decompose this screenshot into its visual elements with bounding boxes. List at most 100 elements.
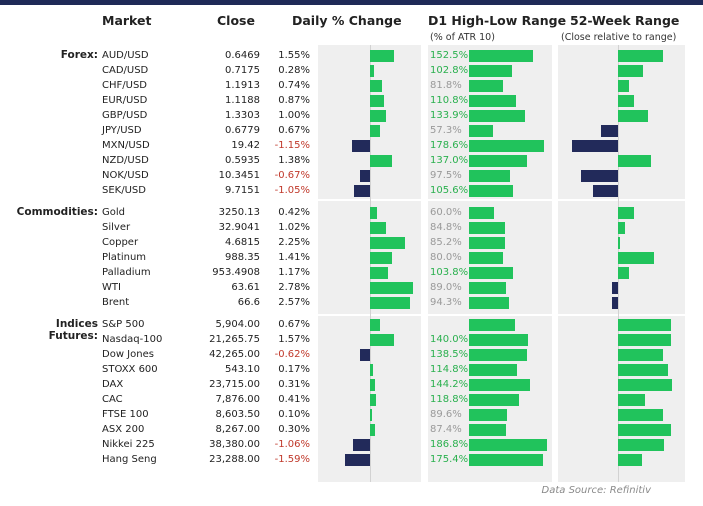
week52-bar bbox=[593, 184, 618, 197]
d1-range-value: 140.0% bbox=[430, 334, 469, 345]
instrument-name: S&P 500 bbox=[102, 319, 145, 330]
d1-range-value: 105.6% bbox=[430, 185, 469, 196]
table-row: DAX 23,715.00 0.31% 144.2% bbox=[0, 377, 703, 392]
d1-range-value: 80.0% bbox=[430, 252, 462, 263]
header-close: Close bbox=[217, 13, 255, 28]
close-value: 7,876.00 bbox=[215, 394, 260, 405]
d1-range-value: 89.0% bbox=[430, 282, 462, 293]
instrument-name: Copper bbox=[102, 237, 139, 248]
table-row: CAC 7,876.00 0.41% 118.8% bbox=[0, 392, 703, 407]
d1-range-bar bbox=[469, 408, 507, 421]
d1-range-bar bbox=[469, 206, 495, 219]
week52-bar bbox=[618, 94, 635, 107]
d1-range-bar bbox=[469, 348, 528, 361]
week52-bar bbox=[618, 236, 620, 249]
header-d1-range: D1 High-Low Range bbox=[428, 13, 567, 28]
daily-change-bar bbox=[370, 333, 395, 346]
week52-bar bbox=[618, 408, 663, 421]
daily-change-value: -1.06% bbox=[274, 439, 310, 450]
daily-change-bar bbox=[352, 139, 370, 152]
week52-bar bbox=[618, 393, 645, 406]
table-row: Platinum 988.35 1.41% 80.0% bbox=[0, 250, 703, 265]
close-value: 9.7151 bbox=[225, 185, 260, 196]
zero-line-52week bbox=[618, 45, 619, 482]
week52-bar bbox=[571, 139, 618, 152]
d1-range-value: 60.0% bbox=[430, 207, 462, 218]
daily-change-bar bbox=[370, 64, 375, 77]
d1-range-bar bbox=[469, 64, 513, 77]
d1-range-value: 137.0% bbox=[430, 155, 469, 166]
daily-change-bar bbox=[370, 236, 406, 249]
instrument-name: GBP/USD bbox=[102, 110, 148, 121]
d1-range-bar bbox=[469, 251, 503, 264]
week52-bar bbox=[618, 423, 672, 436]
table-row: FTSE 100 8,603.50 0.10% 89.6% bbox=[0, 407, 703, 422]
d1-range-bar bbox=[469, 236, 505, 249]
section-label: Forex: bbox=[60, 49, 98, 61]
daily-change-value: 0.30% bbox=[278, 424, 310, 435]
daily-change-value: 0.10% bbox=[278, 409, 310, 420]
daily-change-value: 0.42% bbox=[278, 207, 310, 218]
instrument-name: SEK/USD bbox=[102, 185, 146, 196]
daily-change-bar bbox=[370, 318, 381, 331]
instrument-name: Palladium bbox=[102, 267, 151, 278]
daily-change-value: 0.41% bbox=[278, 394, 310, 405]
instrument-name: WTI bbox=[102, 282, 121, 293]
daily-change-bar bbox=[370, 94, 384, 107]
instrument-name: NZD/USD bbox=[102, 155, 149, 166]
close-value: 10.3451 bbox=[218, 170, 260, 181]
d1-range-value: 152.5% bbox=[430, 50, 469, 61]
d1-range-bar bbox=[469, 49, 534, 62]
close-value: 38,380.00 bbox=[209, 439, 260, 450]
d1-range-value: 144.2% bbox=[430, 379, 469, 390]
daily-change-value: 1.38% bbox=[278, 155, 310, 166]
daily-change-bar bbox=[359, 169, 370, 182]
daily-change-value: -1.59% bbox=[274, 454, 310, 465]
daily-change-value: 2.57% bbox=[278, 297, 310, 308]
instrument-name: NOK/USD bbox=[102, 170, 149, 181]
instrument-name: Hang Seng bbox=[102, 454, 157, 465]
d1-range-bar bbox=[469, 124, 494, 137]
d1-range-value: 97.5% bbox=[430, 170, 462, 181]
week52-bar bbox=[618, 333, 672, 346]
daily-change-value: 1.02% bbox=[278, 222, 310, 233]
d1-range-value: 175.4% bbox=[430, 454, 469, 465]
week52-bar bbox=[618, 251, 654, 264]
table-row: Palladium 953.4908 1.17% 103.8% bbox=[0, 265, 703, 280]
d1-range-bar bbox=[469, 393, 519, 406]
daily-change-bar bbox=[370, 393, 377, 406]
d1-range-bar bbox=[469, 266, 513, 279]
table-row: GBP/USD 1.3303 1.00% 133.9% bbox=[0, 108, 703, 123]
week52-bar bbox=[618, 318, 672, 331]
daily-change-bar bbox=[370, 124, 381, 137]
d1-range-value: 89.6% bbox=[430, 409, 462, 420]
table-row: Copper 4.6815 2.25% 85.2% bbox=[0, 235, 703, 250]
table-row: Brent 66.6 2.57% 94.3% bbox=[0, 295, 703, 310]
d1-range-value: 118.8% bbox=[430, 394, 469, 405]
section-label: Indices Futures: bbox=[48, 318, 98, 342]
close-value: 19.42 bbox=[231, 140, 260, 151]
week52-bar bbox=[611, 281, 618, 294]
d1-range-bar bbox=[469, 79, 504, 92]
table-row: MXN/USD 19.42 -1.15% 178.6% bbox=[0, 138, 703, 153]
close-value: 543.10 bbox=[225, 364, 260, 375]
daily-change-value: 2.25% bbox=[278, 237, 310, 248]
d1-range-bar bbox=[469, 423, 506, 436]
table-row: Dow Jones 42,265.00 -0.62% 138.5% bbox=[0, 347, 703, 362]
daily-change-value: -0.62% bbox=[274, 349, 310, 360]
instrument-name: Nikkei 225 bbox=[102, 439, 155, 450]
d1-range-value: 103.8% bbox=[430, 267, 469, 278]
header-daily-change: Daily % Change bbox=[292, 13, 402, 28]
week52-bar bbox=[618, 266, 630, 279]
week52-bar bbox=[618, 79, 630, 92]
close-value: 0.5935 bbox=[225, 155, 260, 166]
instrument-name: MXN/USD bbox=[102, 140, 150, 151]
daily-change-bar bbox=[370, 378, 375, 391]
daily-change-bar bbox=[370, 154, 392, 167]
d1-range-value: 114.8% bbox=[430, 364, 469, 375]
table-row: STOXX 600 543.10 0.17% 114.8% bbox=[0, 362, 703, 377]
d1-range-bar bbox=[469, 94, 516, 107]
top-banner bbox=[0, 0, 703, 5]
daily-change-value: 0.17% bbox=[278, 364, 310, 375]
week52-bar bbox=[618, 378, 672, 391]
